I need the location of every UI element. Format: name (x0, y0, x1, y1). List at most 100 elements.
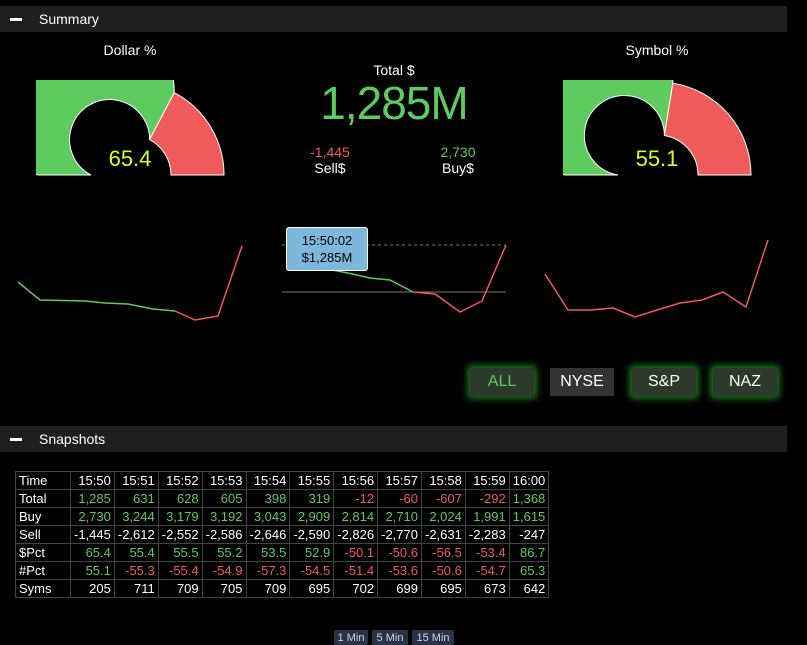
symbol-gauge-negative-arc (663, 82, 752, 176)
table-cell: 673 (464, 579, 510, 598)
table-cell: 695 (289, 579, 335, 598)
table-row: Syms 205 711 709 705 709 695 702 699 695 673 642 (15, 579, 550, 598)
symbol-sparkline-line (544, 239, 769, 318)
table-cell: 3,179 (157, 507, 203, 526)
row-label: Buy (15, 507, 71, 526)
table-cell: -2,646 (245, 525, 291, 544)
buy-value: 2,730 (440, 144, 476, 160)
total-sparkline-positive (331, 269, 414, 293)
table-cell: 1,615 (508, 507, 550, 526)
interval-5min-button[interactable]: 5 Min (372, 630, 408, 645)
table-header-row: Time 15:50 15:51 15:52 15:53 15:54 15:55 15:56 1… (15, 471, 550, 490)
collapse-icon[interactable] (10, 437, 22, 441)
total-label: Total $ (373, 62, 415, 78)
table-cell: -50.6 (421, 561, 466, 580)
table-cell: 3,043 (245, 507, 291, 526)
table-cell: 2,909 (289, 507, 335, 526)
table-cell: -2,826 (333, 525, 379, 544)
filter-all-button[interactable]: ALL (470, 368, 534, 396)
column-header: 15:54 (245, 471, 291, 490)
table-cell: 65.3 (508, 561, 550, 580)
column-header: 15:55 (289, 471, 335, 490)
tooltip-value: $1,285M (301, 250, 353, 265)
filter-naz-button[interactable]: NAZ (713, 368, 777, 396)
row-label: Syms (15, 579, 71, 598)
table-cell: 205 (70, 579, 115, 598)
table-cell: 1,368 (508, 489, 550, 508)
column-header: 15:59 (464, 471, 510, 490)
column-header: 15:50 (70, 471, 115, 490)
dollar-gauge-negative-arc (148, 91, 225, 176)
table-cell: 52.9 (289, 543, 335, 562)
dollar-sparkline (17, 245, 243, 321)
table-cell: 699 (377, 579, 422, 598)
column-header: 15:51 (113, 471, 159, 490)
table-cell: 705 (201, 579, 247, 598)
table-cell: -2,770 (377, 525, 422, 544)
table-cell: -57.3 (245, 561, 291, 580)
interval-1min-button[interactable]: 1 Min (334, 630, 368, 645)
buy-label: Buy$ (442, 160, 474, 176)
chart-tooltip: 15:50:02 $1,285M (286, 227, 368, 271)
dollar-gauge-title: Dollar % (103, 42, 157, 58)
table-cell: 2,710 (377, 507, 422, 526)
table-cell: -50.6 (377, 543, 422, 562)
collapse-icon[interactable] (10, 17, 22, 21)
table-row: Total 1,285 631 628 605 398 319 -12 -60 -607 -292 1… (15, 489, 550, 508)
table-cell: 2,814 (333, 507, 379, 526)
dollar-sparkline-negative (174, 245, 243, 321)
table-cell: -53.4 (464, 543, 510, 562)
table-cell: 55.1 (70, 561, 115, 580)
table-cell: 631 (113, 489, 159, 508)
table-cell: -51.4 (333, 561, 379, 580)
column-header: 16:00 (508, 471, 550, 490)
table-cell: 702 (333, 579, 379, 598)
table-cell: -2,631 (421, 525, 466, 544)
table-cell: -607 (421, 489, 466, 508)
table-cell: 2,730 (70, 507, 115, 526)
table-cell: -2,586 (201, 525, 247, 544)
table-cell: 86.7 (508, 543, 550, 562)
table-cell: -1,445 (70, 525, 115, 544)
sell-label: Sell$ (314, 160, 346, 176)
row-label: Total (15, 489, 71, 508)
symbol-sparkline (544, 239, 769, 318)
symbol-gauge-value: 55.1 (635, 146, 679, 171)
filter-nyse-button[interactable]: NYSE (550, 368, 614, 396)
total-value: 1,285M (320, 77, 468, 129)
table-cell: 3,192 (201, 507, 247, 526)
symbol-gauge (563, 80, 752, 176)
snapshots-table: Time 15:50 15:51 15:52 15:53 15:54 15:55 15:56 1… (15, 471, 550, 598)
table-cell: -54.7 (464, 561, 510, 580)
dollar-gauge (36, 80, 225, 176)
table-cell: 695 (421, 579, 466, 598)
table-cell: -2,552 (157, 525, 203, 544)
table-cell: -56.5 (421, 543, 466, 562)
table-cell: 55.2 (201, 543, 247, 562)
table-cell: 2,024 (421, 507, 466, 526)
table-row: $Pct 65.4 55.4 55.5 55.2 53.5 52.9 -50.1 -50.6 -5… (15, 543, 550, 562)
summary-header[interactable]: Summary (0, 6, 787, 32)
table-cell: 1,991 (464, 507, 510, 526)
table-cell: 398 (245, 489, 291, 508)
table-cell: -60 (377, 489, 422, 508)
table-row: Buy 2,730 3,244 3,179 3,192 3,043 2,909 2,814 2,… (15, 507, 550, 526)
table-cell: -53.6 (377, 561, 422, 580)
tooltip-time: 15:50:02 (301, 233, 353, 248)
column-header: Time (15, 471, 71, 490)
table-cell: -2,590 (289, 525, 335, 544)
table-cell: 65.4 (70, 543, 115, 562)
snapshots-header[interactable]: Snapshots (0, 426, 787, 452)
table-cell: -55.4 (157, 561, 203, 580)
table-cell: -55.3 (113, 561, 159, 580)
interval-15min-button[interactable]: 15 Min (412, 630, 454, 645)
table-cell: 709 (157, 579, 203, 598)
table-cell: 709 (245, 579, 291, 598)
filter-sp-button[interactable]: S&P (632, 368, 696, 396)
table-cell: -292 (464, 489, 510, 508)
table-cell: 55.5 (157, 543, 203, 562)
table-row: Sell -1,445 -2,612 -2,552 -2,586 -2,646 -2,590… (15, 525, 550, 544)
row-label: Sell (15, 525, 71, 544)
total-sparkline-negative (412, 244, 507, 313)
table-cell: 711 (113, 579, 159, 598)
